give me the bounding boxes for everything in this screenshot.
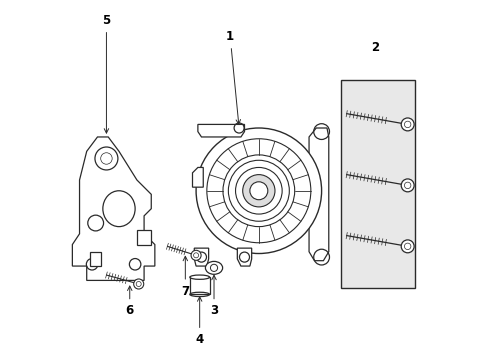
Text: 4: 4: [195, 297, 203, 346]
Circle shape: [133, 279, 143, 289]
Circle shape: [400, 179, 413, 192]
Ellipse shape: [205, 261, 222, 274]
Text: 6: 6: [125, 286, 134, 318]
Polygon shape: [192, 167, 203, 187]
Polygon shape: [198, 125, 244, 137]
Text: 1: 1: [225, 30, 240, 124]
Bar: [189, 277, 209, 294]
Circle shape: [400, 118, 413, 131]
Text: 7: 7: [181, 256, 189, 298]
Ellipse shape: [196, 128, 321, 253]
Polygon shape: [90, 252, 101, 266]
Polygon shape: [137, 230, 151, 244]
Text: 5: 5: [102, 14, 110, 133]
Circle shape: [242, 175, 274, 207]
Circle shape: [228, 160, 289, 221]
Bar: [341, 80, 414, 288]
Text: 3: 3: [209, 275, 218, 318]
Ellipse shape: [189, 275, 209, 279]
Polygon shape: [194, 248, 208, 266]
Circle shape: [400, 240, 413, 253]
Polygon shape: [308, 128, 328, 261]
Polygon shape: [237, 248, 251, 266]
Circle shape: [191, 250, 201, 260]
Polygon shape: [72, 137, 155, 280]
Text: 2: 2: [370, 41, 379, 54]
Circle shape: [249, 182, 267, 200]
